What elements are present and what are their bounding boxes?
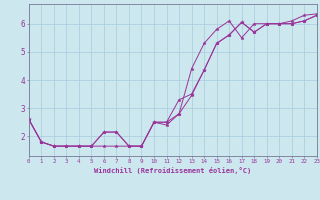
X-axis label: Windchill (Refroidissement éolien,°C): Windchill (Refroidissement éolien,°C) (94, 167, 252, 174)
